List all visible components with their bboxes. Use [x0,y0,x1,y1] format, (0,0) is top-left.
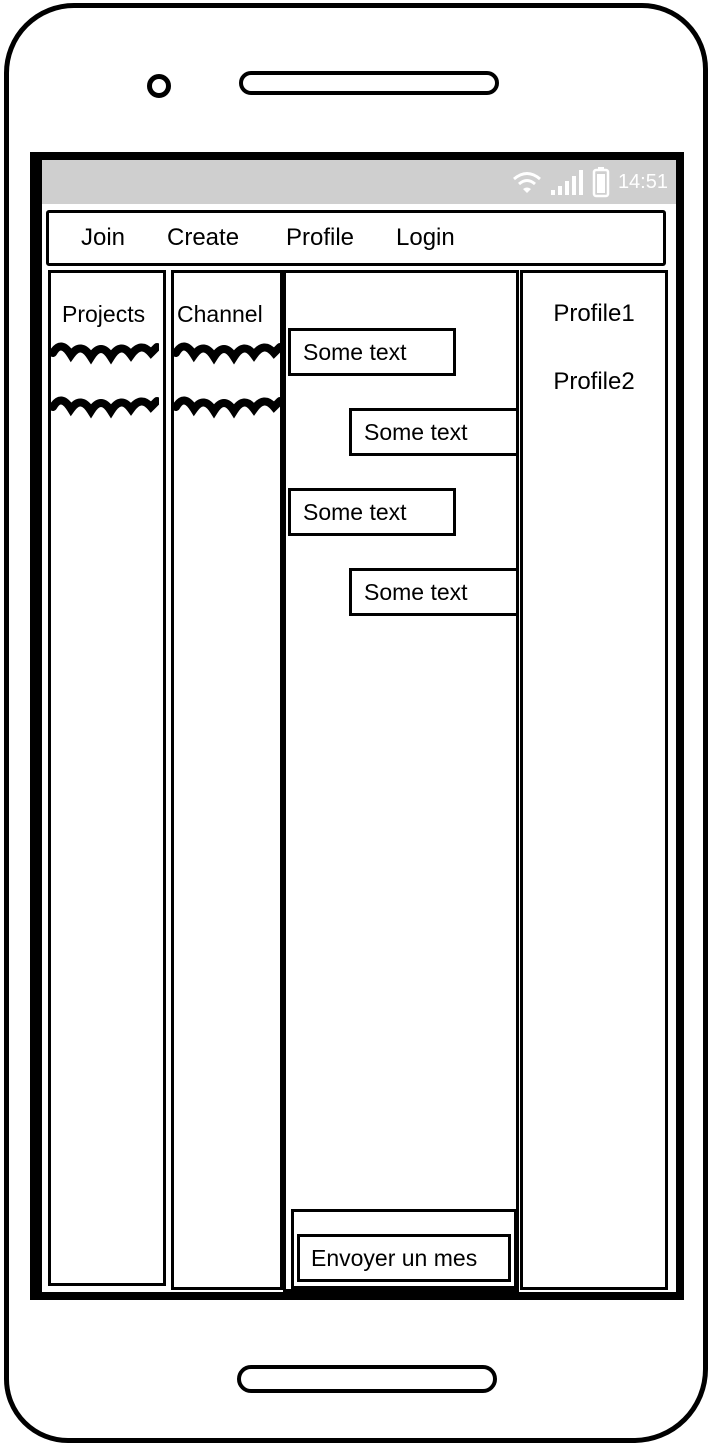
signal-icon [550,170,583,195]
nav-profile[interactable]: Profile [286,224,355,251]
projects-title: Projects [62,301,146,327]
message-composer: Envoyer un mes [291,1209,517,1289]
channel-column: Channel [171,270,283,1290]
nav-login[interactable]: Login [396,224,455,251]
nav-join[interactable]: Join [81,224,126,251]
profile-item[interactable]: Profile2 [553,368,635,395]
profiles-column: Profile1 Profile2 [520,270,668,1290]
profile-item[interactable]: Profile1 [553,300,635,327]
message-input[interactable]: Envoyer un mes [297,1234,511,1282]
chat-message[interactable]: Some text [288,488,456,536]
screen: 14:51 Join Create Profile Login Projects… [30,152,684,1300]
placeholder-scribble[interactable] [51,335,159,367]
channel-title: Channel [177,301,263,327]
nav-create[interactable]: Create [167,224,240,251]
home-button[interactable] [237,1365,497,1393]
chat-message[interactable]: Some text [349,408,519,456]
projects-column: Projects [48,270,166,1286]
placeholder-scribble[interactable] [174,335,282,367]
wifi-icon [512,172,541,193]
top-navbar: Join Create Profile Login [46,210,666,266]
speaker-slot [239,71,499,95]
placeholder-scribble[interactable] [174,389,282,421]
chat-message[interactable]: Some text [349,568,519,616]
status-bar: 14:51 [42,160,676,204]
chat-column: Some text Some text Some text Some text … [283,270,519,1292]
battery-icon [592,167,610,198]
placeholder-scribble[interactable] [51,389,159,421]
status-time: 14:51 [617,170,668,193]
camera-icon [147,74,171,98]
chat-message[interactable]: Some text [288,328,456,376]
